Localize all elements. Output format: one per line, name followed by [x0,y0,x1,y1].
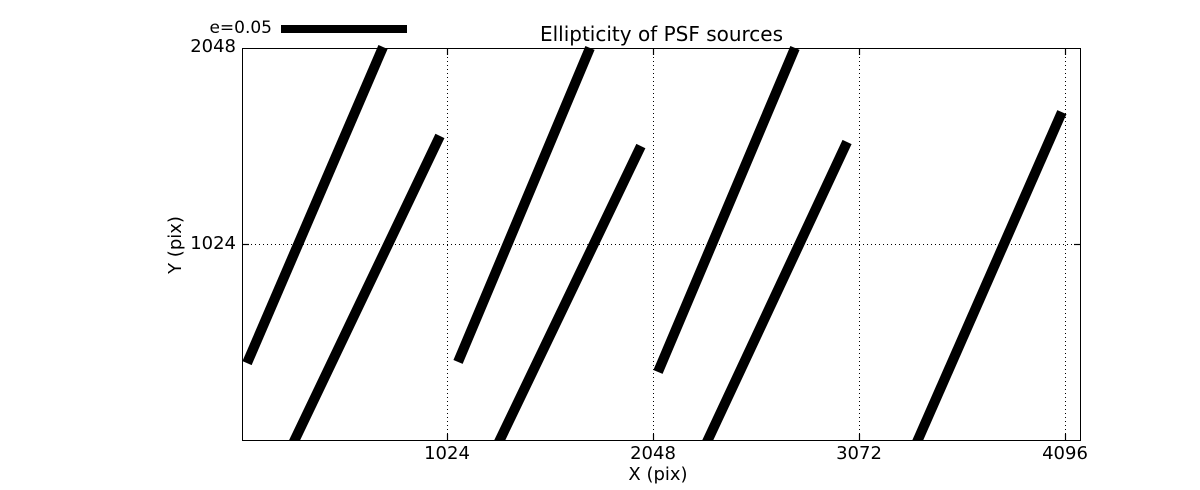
x-axis-label: X (pix) [628,464,688,485]
x-tick-label-3072: 3072 [836,443,882,464]
y-axis-label: Y (pix) [165,216,186,274]
y-tick-label-1024: 1024 [190,233,236,254]
x-tick-label-4096: 4096 [1042,443,1088,464]
legend-key-line [281,25,407,33]
plot-area-border [242,48,1081,441]
x-tick-label-2048: 2048 [630,443,676,464]
legend-label: e=0.05 [209,18,272,38]
x-tick-label-1024: 1024 [424,443,470,464]
y-tick-label-2048: 2048 [190,36,236,57]
chart-title: Ellipticity of PSF sources [539,22,784,46]
